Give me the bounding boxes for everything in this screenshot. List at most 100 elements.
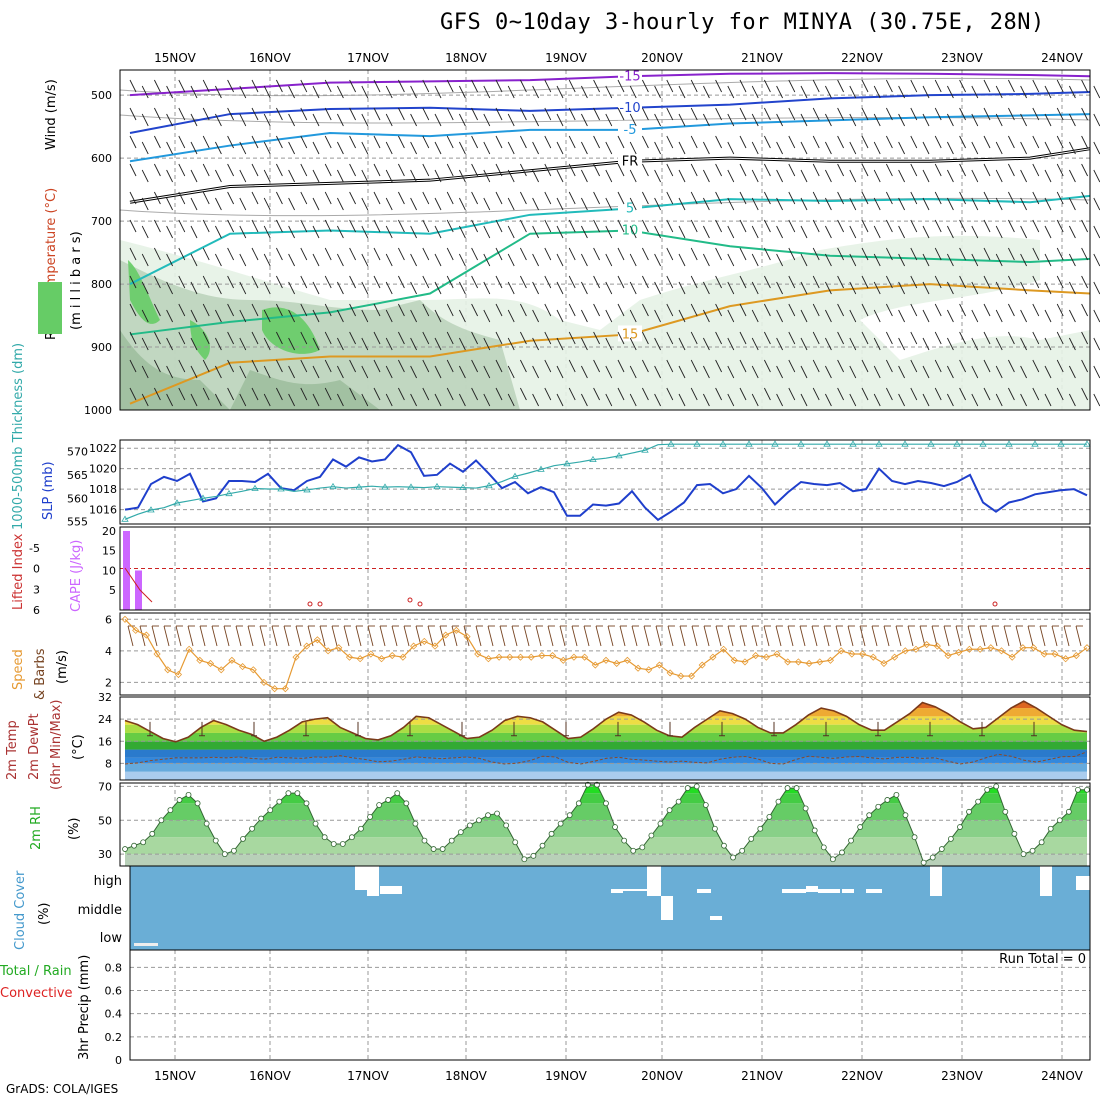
wind-barb: [593, 387, 601, 401]
wind-barb: [1068, 337, 1076, 351]
rh-marker: [839, 849, 845, 856]
wind-barb: [495, 275, 503, 289]
wind-barb: [715, 359, 723, 373]
wind-barb: [800, 337, 808, 351]
wind-barb: [837, 359, 845, 373]
wind-barb: [763, 247, 771, 261]
wind-barb: [202, 331, 210, 345]
wind-barb: [1081, 331, 1089, 345]
rh-marker: [185, 791, 192, 798]
rh-marker: [457, 829, 464, 836]
wind-barb: [263, 281, 271, 295]
wind-barb: [812, 247, 820, 261]
rh-marker: [693, 783, 700, 790]
cape-tick-label: 5: [109, 584, 116, 597]
rh-marker: [657, 820, 664, 827]
rh-marker: [612, 824, 618, 830]
ylabel-temp: 2m Temp: [5, 720, 20, 780]
wind-barb: [788, 247, 796, 261]
wind-barb: [1068, 225, 1076, 239]
wind10-marker: [752, 652, 760, 660]
wind-barb: [227, 135, 235, 149]
wind-barb: [629, 337, 637, 351]
wind-barb: [641, 219, 649, 233]
wind-barb: [641, 387, 649, 401]
wind-barb: [519, 191, 527, 205]
wind-barb: [214, 113, 222, 127]
wind-barb: [202, 219, 210, 233]
wind10-marker: [773, 650, 781, 658]
wind-barb: [715, 219, 723, 233]
wind10-barb: [979, 625, 986, 647]
wind-barb: [641, 163, 649, 177]
wind-barb: [776, 85, 784, 99]
wind-barb: [361, 113, 369, 127]
wind-barb: [532, 337, 540, 351]
wind-barb: [519, 135, 527, 149]
wind10-barb: [643, 625, 650, 647]
wind-barb: [971, 113, 979, 127]
wind-barb: [251, 135, 259, 149]
wind-barb: [776, 281, 784, 295]
wind-barb: [678, 365, 686, 379]
wind-barb: [1068, 393, 1076, 407]
rh-marker: [675, 798, 682, 805]
wind-barb: [800, 253, 808, 267]
wind10-marker: [923, 640, 931, 649]
wind-barb: [666, 331, 674, 345]
wind-barb: [556, 197, 564, 211]
wind-barb: [788, 303, 796, 317]
wind-barb: [373, 303, 381, 317]
wind-barb: [995, 281, 1003, 295]
wind-barb: [288, 113, 296, 127]
wind-barb: [946, 337, 954, 351]
pressure-tick-label: 1000: [84, 404, 112, 417]
wind-barb: [1044, 141, 1052, 155]
wind-barb: [800, 85, 808, 99]
wind-barb: [519, 163, 527, 177]
cloud-level-label: middle: [78, 903, 122, 918]
thickness-marker: [355, 483, 363, 490]
wind-barb: [849, 85, 857, 99]
wind-barb: [727, 337, 735, 351]
wind-barb: [275, 359, 283, 373]
wind-barb: [727, 85, 735, 99]
wind-barb: [1007, 331, 1015, 345]
cape-tick-label: 20: [102, 525, 116, 538]
wind10-marker: [816, 658, 824, 666]
thickness-marker: [303, 486, 311, 493]
wind-barb: [458, 169, 466, 183]
isotherm-label-bg: [618, 67, 642, 84]
wind-barb: [885, 135, 893, 149]
wind-barb: [641, 191, 649, 205]
wind-barb: [946, 113, 954, 127]
wind-barb: [641, 331, 649, 345]
rh-marker: [811, 827, 818, 834]
wind-barb: [361, 225, 369, 239]
wind-barb: [654, 309, 662, 323]
wind-barb: [824, 393, 832, 407]
wind10-barb: [1075, 625, 1082, 647]
wind-barb: [995, 365, 1003, 379]
temp-band: [125, 741, 1087, 750]
rh-band: [125, 820, 1087, 838]
rh-shade: [128, 260, 160, 324]
tick-label-bottom: 16NOV: [249, 1069, 291, 1083]
rh-marker: [766, 813, 773, 820]
rh-band: [125, 854, 1087, 866]
tick-label-bottom: 23NOV: [941, 1069, 983, 1083]
wind-barb: [166, 197, 174, 211]
wind-barb: [715, 191, 723, 205]
wind-barb: [898, 113, 906, 127]
wind-barb: [1093, 113, 1100, 127]
rh-marker: [448, 837, 455, 844]
wind10-barb: [967, 625, 974, 647]
thickness-marker: [225, 489, 233, 497]
wind-barb: [690, 331, 698, 345]
wind-barb: [312, 281, 320, 295]
wind-barb: [312, 141, 320, 155]
wind-barb: [641, 275, 649, 289]
wind10-barb: [235, 625, 242, 647]
wind10-barb: [259, 625, 266, 647]
wind-barb: [702, 197, 710, 211]
